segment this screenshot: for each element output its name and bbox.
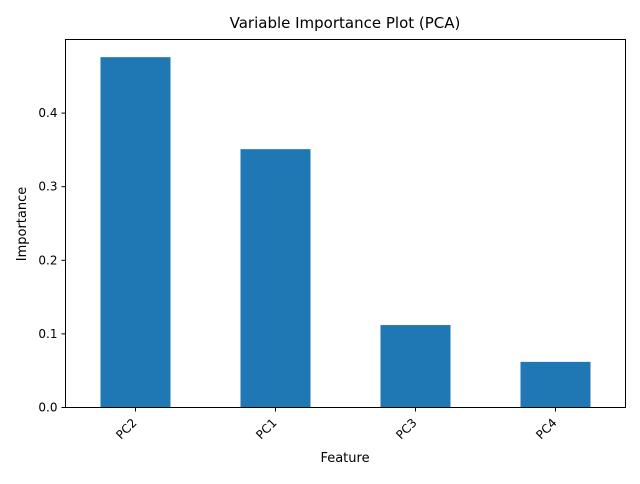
x-tick-label: PC4 — [533, 416, 559, 442]
y-tick-label: 0.2 — [38, 253, 57, 267]
y-tick-label: 0.3 — [38, 180, 57, 194]
x-axis: PC2 PC1 PC3 PC4 — [113, 407, 560, 442]
bar-pc2 — [100, 57, 171, 408]
y-tick-label: 0.0 — [38, 401, 57, 415]
x-tick-label: PC2 — [113, 416, 139, 442]
y-axis-label: Importance — [15, 187, 30, 262]
plot-frame — [65, 39, 626, 408]
bar-pc3 — [380, 325, 451, 408]
x-tick-label: PC1 — [253, 416, 279, 442]
bar-pc4 — [520, 361, 591, 408]
bar-pc1 — [240, 149, 311, 408]
y-tick-label: 0.1 — [38, 327, 57, 341]
plot-area — [100, 57, 591, 408]
y-axis: 0.0 0.1 0.2 0.3 0.4 — [38, 106, 66, 415]
x-tick-label: PC3 — [393, 416, 419, 442]
chart-title: Variable Importance Plot (PCA) — [230, 14, 461, 32]
y-tick-label: 0.4 — [38, 106, 57, 120]
x-axis-label: Feature — [320, 451, 369, 466]
